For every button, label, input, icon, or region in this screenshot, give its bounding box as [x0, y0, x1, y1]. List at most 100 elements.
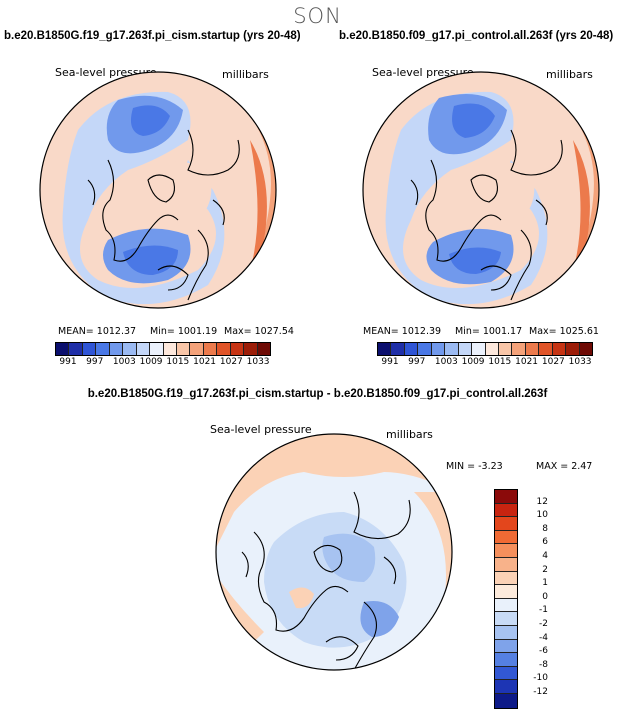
- colorbar-swatch: [579, 343, 592, 355]
- colorbar-swatch: [566, 343, 580, 355]
- diff-units: millibars: [386, 428, 433, 441]
- panel-1-max: Max= 1027.54: [224, 326, 294, 337]
- map-low-band: [385, 91, 548, 305]
- colorbar-swatch: [163, 343, 177, 355]
- colorbar-tick-label: 1015: [488, 357, 512, 367]
- diff-polar-map: [215, 433, 453, 671]
- diff-max: MAX = 2.47: [536, 461, 593, 472]
- colorbar-swatch: [472, 343, 486, 355]
- colorbar-tick-label: 0: [542, 591, 548, 602]
- map-aleutian-core: [449, 247, 501, 274]
- colorbar-tick-label: 997: [86, 357, 104, 367]
- panel-2-min: Min= 1001.17: [455, 326, 523, 337]
- colorbar-swatch: [495, 653, 517, 667]
- panel-1-min: Min= 1001.19: [150, 326, 218, 337]
- panel-2-variable: Sea-level pressure: [372, 66, 474, 79]
- colorbar-tick-label: 6: [542, 537, 548, 548]
- colorbar-tick-label: -8: [539, 659, 548, 670]
- map-arctic-high: [144, 161, 212, 221]
- colorbar-swatch: [82, 343, 97, 355]
- colorbar-swatch: [495, 666, 517, 681]
- colorbar-swatch: [512, 343, 526, 355]
- colorbar-swatch: [458, 343, 473, 355]
- panel-1-units: millibars: [222, 68, 269, 81]
- panel-1-mean: MEAN= 1012.37: [58, 326, 137, 337]
- map-icelandic-core: [130, 105, 170, 136]
- colorbar-tick-label: 4: [542, 551, 548, 561]
- colorbar-swatch: [418, 343, 432, 355]
- map-icelandic-core: [452, 103, 495, 138]
- colorbar-swatch: [404, 343, 419, 355]
- colorbar-swatch: [495, 571, 517, 586]
- map-coastlines: [241, 491, 411, 670]
- season-title: SON: [293, 4, 342, 28]
- colorbar-tick-label: 1033: [568, 357, 592, 367]
- diff-min: MIN = -3.23: [446, 461, 503, 472]
- colorbar-tick-label: 1009: [461, 357, 485, 367]
- colorbar-swatch: [495, 517, 517, 531]
- diff-title: b.e20.B1850G.f19_g17.263f.pi_cism.startu…: [87, 388, 548, 400]
- colorbar-swatch: [445, 343, 459, 355]
- colorbar-swatch: [96, 343, 110, 355]
- panel-2-max: Max= 1025.61: [529, 326, 599, 337]
- colorbar-tick-label: 1009: [139, 357, 163, 367]
- colorbar-swatch: [56, 343, 70, 355]
- colorbar-swatch: [217, 343, 231, 355]
- map-coastlines: [87, 129, 240, 301]
- colorbar-tick-label: 1015: [166, 357, 190, 367]
- colorbar-tick-label: -2: [539, 619, 548, 629]
- colorbar-swatch: [495, 544, 517, 558]
- colorbar-swatch: [552, 343, 567, 355]
- colorbar-swatch: [495, 639, 517, 654]
- colorbar-tick-label: 2: [542, 564, 548, 575]
- colorbar-swatch: [230, 343, 245, 355]
- map-low-band: [62, 91, 225, 305]
- colorbar-swatch: [495, 557, 517, 572]
- map-positive-pocket: [289, 587, 314, 609]
- colorbar-swatch: [539, 343, 553, 355]
- colorbar-swatch: [495, 625, 517, 640]
- map-arctic-high: [467, 161, 535, 221]
- map-positive-north: [216, 434, 452, 552]
- colorbar-tick-label: 991: [381, 357, 399, 367]
- colorbar-tick-label: 991: [59, 357, 77, 367]
- colorbar-tick-label: 997: [408, 357, 426, 367]
- panel-1-polar-map: [39, 71, 277, 309]
- panel-2-mean: MEAN= 1012.39: [363, 326, 442, 337]
- colorbar-swatch: [109, 343, 124, 355]
- colorbar-swatch: [391, 343, 405, 355]
- diff-variable: Sea-level pressure: [210, 423, 312, 436]
- panel-2-colorbar: [377, 342, 593, 356]
- colorbar-swatch: [431, 343, 446, 355]
- colorbar-swatch: [495, 612, 517, 626]
- colorbar-swatch: [123, 343, 137, 355]
- colorbar-swatch: [495, 680, 517, 694]
- colorbar-tick-label: 1027: [541, 357, 565, 367]
- colorbar-swatch: [485, 343, 499, 355]
- colorbar-tick-label: 8: [542, 523, 548, 534]
- map-high-core: [571, 140, 590, 278]
- colorbar-swatch: [257, 343, 270, 355]
- colorbar-tick-label: 1003: [112, 357, 136, 367]
- colorbar-tick-label: -12: [533, 687, 548, 697]
- colorbar-tick-label: -6: [539, 646, 548, 657]
- colorbar-tick-label: 1021: [193, 357, 217, 367]
- colorbar-tick-label: 10: [536, 510, 548, 521]
- colorbar-swatch: [495, 490, 517, 504]
- colorbar-swatch: [525, 343, 540, 355]
- colorbar-swatch: [190, 343, 204, 355]
- colorbar-swatch: [378, 343, 392, 355]
- colorbar-swatch: [498, 343, 513, 355]
- panel-2-units: millibars: [546, 68, 593, 81]
- colorbar-swatch: [150, 343, 164, 355]
- colorbar-tick-label: 1021: [515, 357, 539, 367]
- diff-colorbar: [494, 489, 518, 709]
- colorbar-swatch: [69, 343, 83, 355]
- colorbar-tick-label: 1027: [219, 357, 243, 367]
- map-high-core: [248, 140, 267, 278]
- colorbar-tick-label: 12: [536, 496, 548, 507]
- colorbar-tick-label: 1003: [434, 357, 458, 367]
- colorbar-swatch: [203, 343, 218, 355]
- map-coastlines: [410, 129, 563, 301]
- panel-2-title: b.e20.B1850.f09_g17.pi_control.all.263f …: [339, 30, 614, 42]
